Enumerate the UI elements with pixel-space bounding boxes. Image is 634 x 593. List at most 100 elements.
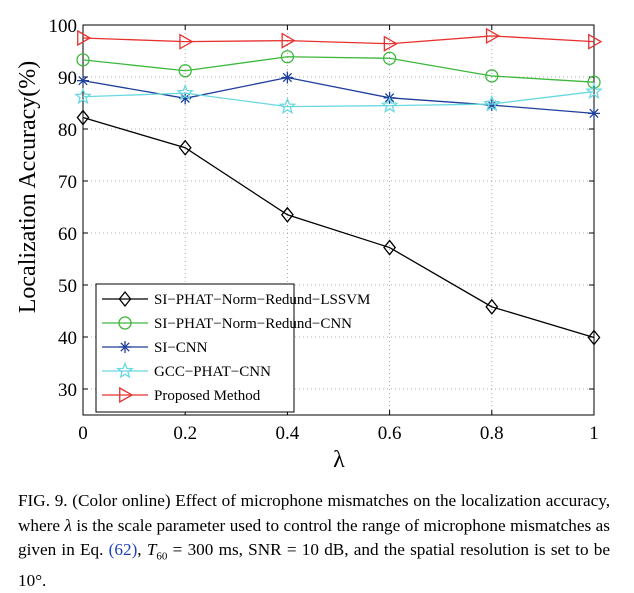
figure-caption: FIG. 9. (Color online) Effect of microph… — [18, 489, 610, 593]
series-2 — [77, 71, 600, 120]
line-chart: 0 0.2 0.4 0.6 0.8 1 30 40 50 60 70 80 90 100 SI−PHAT−… — [15, 16, 603, 473]
triangle-right-marker — [119, 386, 134, 404]
data-point — [585, 82, 603, 100]
x-tick-label: 0.4 — [276, 423, 300, 444]
x-tick-label: 0.2 — [173, 423, 197, 444]
series-3 — [74, 82, 603, 115]
legend-marker — [119, 341, 131, 353]
legend-label: GCC−PHAT−CNN — [154, 364, 271, 380]
data-point — [74, 87, 92, 105]
caption-lambda: λ — [64, 515, 72, 535]
legend-item: Proposed Method — [102, 386, 261, 404]
data-point — [383, 239, 397, 256]
data-point — [383, 35, 398, 52]
y-tick-label: 40 — [58, 328, 77, 349]
asterisk-stroke — [589, 108, 599, 119]
legend-item: SI−PHAT−Norm−Redund−CNN — [102, 316, 352, 332]
triangle-right-marker — [588, 33, 603, 50]
y-tick-label: 50 — [58, 276, 77, 297]
equation-reference-link[interactable]: (62) — [108, 540, 138, 559]
legend-label: SI−PHAT−Norm−Redund−LSSVM — [154, 292, 370, 308]
series-layer — [74, 27, 603, 346]
star-marker — [380, 96, 399, 114]
star-marker — [176, 83, 195, 101]
circle-marker — [587, 75, 601, 89]
star-marker — [482, 94, 501, 112]
circle-marker — [178, 64, 192, 78]
triangle-right-marker — [281, 32, 296, 49]
y-tick-label: 70 — [58, 172, 77, 193]
series-line — [82, 76, 595, 115]
triangle-right-marker — [383, 35, 398, 52]
data-point — [176, 83, 195, 101]
data-point — [587, 75, 601, 89]
star-marker — [74, 87, 92, 105]
series-1 — [76, 50, 601, 89]
caption-t60-subscript: 60 — [156, 550, 168, 563]
triangle-right-marker — [179, 33, 194, 50]
y-tick-label: 30 — [58, 380, 77, 401]
legend-marker — [119, 386, 134, 404]
asterisk-stroke — [487, 100, 497, 110]
plot-frame — [82, 24, 595, 416]
data-point — [382, 51, 397, 65]
circle-marker — [485, 69, 499, 83]
series-line — [82, 56, 595, 83]
data-point — [485, 27, 501, 45]
star-marker — [116, 361, 134, 379]
data-point — [77, 74, 89, 87]
caption-t60-value: = 300 ms, SNR = 10 dB, and the spatial r… — [18, 540, 611, 590]
star-marker — [585, 82, 603, 100]
caption-t60-symbol: T — [146, 540, 157, 559]
star-marker — [278, 97, 297, 115]
diamond-marker — [76, 109, 90, 126]
x-tick-label: 0 — [78, 423, 88, 444]
series-0 — [76, 109, 601, 346]
diamond-marker — [118, 290, 132, 308]
diamond-marker — [587, 329, 601, 346]
data-point — [588, 107, 600, 120]
circle-marker — [118, 316, 132, 330]
y-tick-label: 80 — [58, 120, 77, 141]
diamond-marker — [178, 139, 192, 156]
data-point — [380, 96, 399, 114]
legend-label: SI−PHAT−Norm−Redund−CNN — [154, 316, 352, 332]
data-point — [482, 94, 501, 112]
legend-marker — [116, 361, 134, 379]
x-tick-label: 0.6 — [378, 423, 402, 444]
y-tick-label: 60 — [58, 224, 77, 245]
data-point — [485, 69, 499, 83]
data-point — [281, 32, 296, 49]
series-line — [82, 90, 595, 108]
legend-marker — [118, 316, 132, 330]
caption-middle: is the scale parameter used to control t… — [18, 515, 610, 560]
legend-item: SI−PHAT−Norm−Redund−LSSVM — [102, 290, 370, 308]
y-axis-label: Localization Accuracy(%) — [15, 61, 41, 314]
data-point — [179, 33, 194, 50]
diamond-marker — [485, 298, 499, 315]
asterisk-stroke — [120, 342, 130, 352]
data-point — [278, 97, 297, 115]
circle-marker — [382, 51, 397, 65]
circle-marker — [76, 53, 90, 67]
data-point — [280, 50, 295, 64]
data-point — [178, 64, 192, 78]
series-4 — [77, 27, 603, 52]
legend-label: Proposed Method — [154, 388, 261, 404]
legend-item: GCC−PHAT−CNN — [102, 361, 271, 380]
x-tick-label: 1 — [589, 423, 599, 444]
circle-marker — [280, 50, 295, 64]
diamond-marker — [383, 239, 397, 256]
axes — [82, 24, 595, 416]
data-point — [76, 53, 90, 67]
legend: SI−PHAT−Norm−Redund−LSSVM SI−PHAT−Norm−Re… — [95, 283, 370, 413]
data-point — [76, 109, 90, 126]
y-tick-label: 90 — [58, 68, 77, 89]
x-tick-label: 0.8 — [480, 423, 504, 444]
series-line — [82, 116, 595, 339]
data-point — [588, 33, 603, 50]
y-tick-label: 100 — [49, 16, 78, 37]
tick-labels: 0 0.2 0.4 0.6 0.8 1 30 40 50 60 70 80 90 100 — [49, 16, 599, 444]
asterisk-stroke — [78, 75, 88, 86]
legend-marker — [118, 290, 132, 308]
